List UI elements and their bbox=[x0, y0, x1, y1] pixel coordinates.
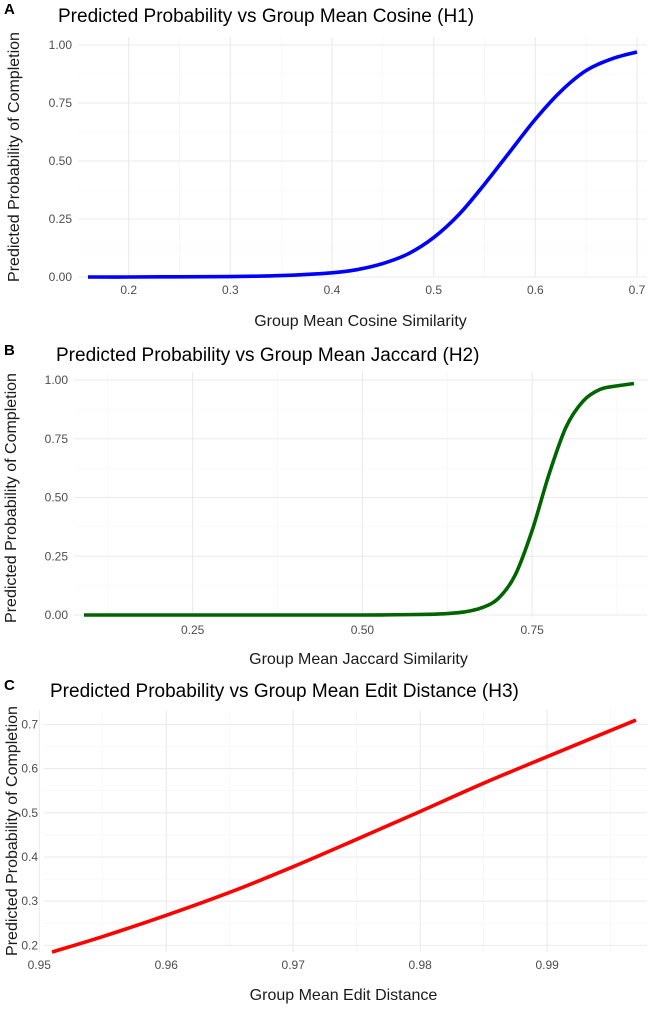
x-tick-label: 0.3 bbox=[222, 283, 239, 297]
y-tick-label: 1.00 bbox=[49, 38, 73, 52]
x-tick-label: 0.96 bbox=[155, 958, 179, 972]
chart-panel-a: 0.2 0.3 0.4 0.5 0.6 0.70.000.250.500.751.00A P… bbox=[4, 1, 647, 330]
x-tick-label: 0.98 bbox=[408, 958, 432, 972]
series-line bbox=[87, 50, 638, 279]
chart-panel-b: 0.25 0.50 0.75 0.00 0.25 0.50 0.75 1.00 B Predict… bbox=[3, 342, 647, 668]
y-tick-label: 0.4 bbox=[21, 850, 38, 864]
x-axis-label: Group Mean Cosine Similarity bbox=[254, 313, 467, 330]
y-tick-label: 0.50 bbox=[45, 491, 69, 505]
y-tick-label: 0.75 bbox=[49, 96, 73, 110]
chart-title: Predicted Probability vs Group Mean Cosi… bbox=[58, 6, 474, 27]
y-axis-label: Predicted Probability of Completion bbox=[3, 373, 20, 623]
x-tick-label: 0.5 bbox=[425, 283, 442, 297]
y-tick-label: 0.50 bbox=[49, 154, 73, 168]
panel-letter: C bbox=[4, 677, 15, 694]
y-tick-label: 1.00 bbox=[45, 373, 69, 387]
y-axis-label: Predicted Probability of Completion bbox=[4, 706, 21, 956]
chart-title: Predicted Probability vs Group Mean Jacc… bbox=[56, 345, 479, 366]
y-tick-label: 0.25 bbox=[45, 549, 69, 563]
x-tick-label: 0.99 bbox=[535, 958, 559, 972]
panel-letter: A bbox=[4, 1, 15, 18]
y-axis-label: Predicted Probability of Completion bbox=[6, 32, 23, 282]
x-tick-label: 0.7 bbox=[629, 283, 646, 297]
y-tick-label: 0.3 bbox=[21, 894, 38, 908]
chart-panel-c: 0.95 0.96 0.97 0.98 0.990.20.30.40.50.60.7C P… bbox=[4, 677, 647, 1004]
x-tick-label: 0.6 bbox=[527, 283, 544, 297]
series-line bbox=[83, 381, 635, 617]
x-tick-label: 0.2 bbox=[120, 283, 137, 297]
x-tick-label: 0.97 bbox=[282, 958, 306, 972]
x-tick-label: 0.95 bbox=[28, 958, 52, 972]
panel-letter: B bbox=[4, 342, 15, 359]
x-tick-label: 0.25 bbox=[181, 623, 205, 637]
x-axis-label: Group Mean Jaccard Similarity bbox=[249, 651, 468, 668]
series-line bbox=[51, 718, 637, 954]
chart-title: Predicted Probability vs Group Mean Edit… bbox=[50, 681, 519, 702]
y-tick-label: 0.7 bbox=[21, 717, 38, 731]
y-tick-label: 0.6 bbox=[21, 762, 38, 776]
y-tick-label: 0.00 bbox=[49, 270, 73, 284]
x-tick-label: 0.75 bbox=[520, 623, 544, 637]
y-tick-label: 0.75 bbox=[45, 432, 69, 446]
y-tick-label: 0.2 bbox=[21, 938, 38, 952]
y-tick-label: 0.5 bbox=[21, 806, 38, 820]
x-tick-label: 0.50 bbox=[351, 623, 375, 637]
x-tick-label: 0.4 bbox=[324, 283, 341, 297]
y-tick-label: 0.00 bbox=[45, 608, 69, 622]
y-tick-label: 0.25 bbox=[49, 212, 73, 226]
x-axis-label: Group Mean Edit Distance bbox=[250, 987, 438, 1004]
